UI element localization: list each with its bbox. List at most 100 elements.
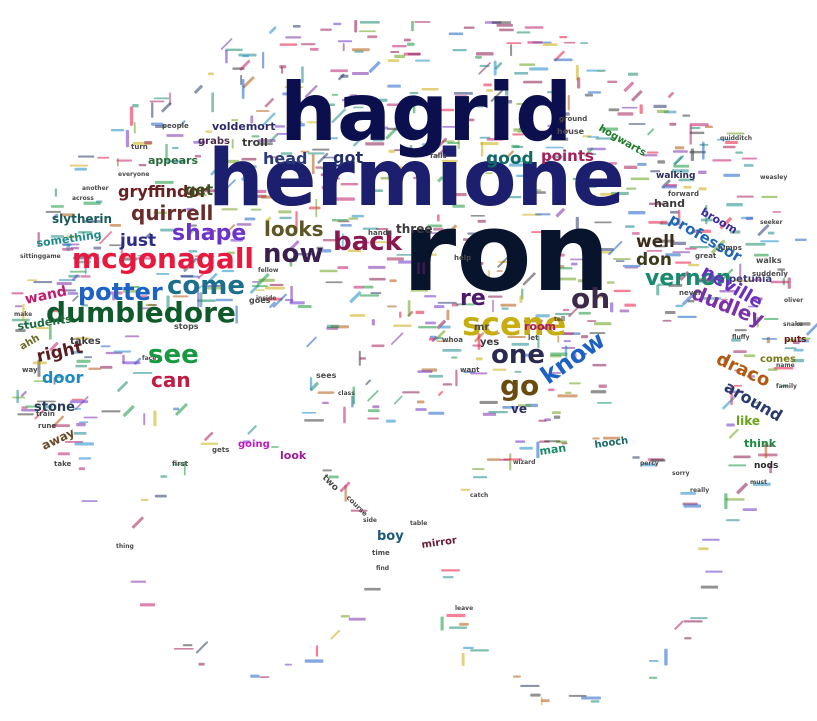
tiny-word-mark [389, 279, 397, 283]
tiny-word-mark [446, 613, 466, 618]
tiny-word-mark [702, 141, 705, 160]
tiny-word-mark [73, 256, 92, 260]
tiny-word-mark [555, 207, 566, 218]
tiny-word-mark [595, 137, 616, 140]
tiny-word-mark [403, 52, 421, 56]
tiny-word-mark [726, 519, 740, 522]
tiny-word-mark [333, 22, 342, 26]
tiny-word-mark [587, 136, 600, 138]
tiny-word-mark [600, 192, 620, 196]
tiny-word-mark [657, 283, 672, 286]
tiny-word-mark [284, 86, 304, 88]
tiny-word-mark [37, 232, 40, 246]
tiny-word-mark [225, 168, 245, 172]
tiny-word-mark [530, 693, 541, 697]
tiny-word-mark [393, 324, 412, 327]
tiny-word-mark [398, 260, 415, 264]
tiny-word-mark [689, 123, 709, 127]
tiny-word-mark [570, 262, 578, 266]
tiny-word-mark [496, 23, 513, 27]
tiny-word-mark [746, 375, 756, 378]
tiny-word-mark [693, 229, 711, 233]
tiny-word-mark [307, 152, 325, 155]
tiny-word-mark [772, 211, 782, 213]
tiny-word-mark [734, 329, 747, 332]
tiny-word-mark [145, 232, 152, 239]
tiny-word-mark [745, 242, 766, 246]
tiny-word-mark [462, 238, 478, 241]
tiny-word-mark [766, 337, 771, 344]
tiny-word-mark [512, 133, 525, 136]
tiny-word-mark [58, 279, 76, 281]
tiny-word-mark [592, 437, 600, 440]
tiny-word-mark [312, 148, 330, 151]
tiny-word-mark [547, 124, 561, 127]
tiny-word-mark [197, 289, 200, 309]
tiny-word-mark [578, 311, 591, 315]
tiny-word-mark [615, 260, 625, 263]
tiny-word-mark [502, 406, 518, 409]
tiny-word-mark [101, 410, 121, 413]
tiny-word-mark [517, 130, 524, 133]
tiny-word-mark [297, 253, 314, 256]
tiny-word-mark [359, 294, 380, 297]
tiny-word-mark [378, 98, 388, 102]
tiny-word-mark [113, 350, 132, 353]
cloud-word: don [636, 250, 672, 270]
tiny-word-mark [712, 159, 732, 162]
tiny-word-mark [535, 314, 550, 318]
tiny-word-mark [514, 71, 529, 75]
tiny-word-mark [606, 281, 615, 284]
tiny-word-mark [272, 293, 287, 308]
tiny-word-mark [545, 146, 564, 149]
tiny-word-mark [463, 370, 476, 374]
tiny-word-mark [127, 286, 140, 289]
tiny-word-mark [731, 338, 741, 342]
cloud-word: let [528, 334, 539, 342]
tiny-word-mark [343, 406, 346, 424]
tiny-word-mark [787, 277, 791, 289]
tiny-word-mark [519, 446, 533, 450]
tiny-word-mark [337, 40, 353, 43]
tiny-word-mark [441, 108, 455, 112]
tiny-word-mark [723, 356, 727, 365]
tiny-word-mark [84, 356, 93, 359]
tiny-word-mark [736, 195, 754, 198]
tiny-word-mark [584, 147, 594, 157]
tiny-word-mark [351, 214, 365, 218]
tiny-word-mark [109, 244, 121, 247]
tiny-word-mark [225, 50, 228, 64]
tiny-word-mark [498, 238, 514, 241]
tiny-word-mark [554, 129, 570, 132]
tiny-word-mark [255, 289, 265, 291]
tiny-word-mark [290, 285, 293, 304]
tiny-word-mark [182, 644, 193, 647]
tiny-word-mark [407, 300, 411, 317]
tiny-word-mark [45, 405, 53, 409]
cloud-word: goes [249, 296, 271, 305]
cloud-word: boy [377, 529, 404, 544]
tiny-word-mark [648, 676, 658, 679]
tiny-word-mark [466, 260, 478, 263]
tiny-word-mark [600, 127, 619, 131]
tiny-word-mark [434, 329, 446, 341]
tiny-word-mark [626, 187, 637, 190]
tiny-word-mark [586, 69, 606, 72]
cloud-word: weasley [760, 174, 787, 181]
tiny-word-mark [667, 91, 675, 99]
tiny-word-mark [393, 395, 403, 405]
cloud-word: just [119, 231, 156, 251]
cloud-word: never [679, 289, 702, 297]
tiny-word-mark [428, 374, 444, 378]
tiny-word-mark [690, 148, 695, 161]
tiny-word-mark [71, 398, 84, 401]
tiny-word-mark [729, 230, 741, 234]
tiny-word-mark [570, 258, 590, 261]
tiny-word-mark [49, 341, 59, 352]
tiny-word-mark [332, 177, 340, 180]
cloud-word: must [750, 479, 767, 486]
tiny-word-mark [527, 41, 543, 44]
tiny-word-mark [74, 167, 87, 171]
tiny-word-mark [56, 375, 65, 378]
tiny-word-mark [151, 122, 164, 126]
